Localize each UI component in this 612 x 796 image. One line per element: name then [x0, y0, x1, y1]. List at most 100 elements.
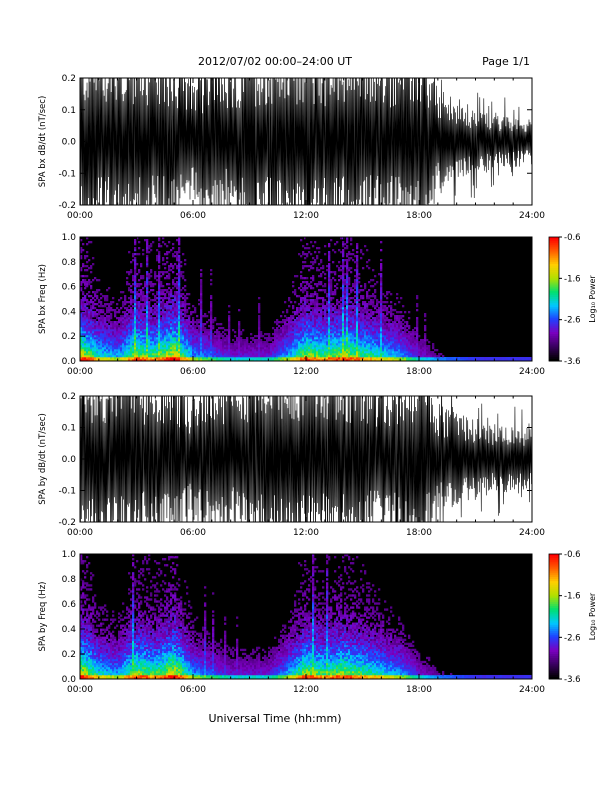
- spectrogram-cell: [174, 303, 176, 305]
- spectrogram-cell: [198, 351, 200, 353]
- spectrogram-cell: [188, 341, 190, 343]
- spectrogram-cell: [336, 283, 338, 285]
- spectrogram-cell: [164, 353, 166, 355]
- spectrogram-cell: [344, 329, 346, 331]
- spectrogram-cell: [188, 315, 190, 317]
- spectrogram-cell: [208, 337, 210, 339]
- spectrogram-cell: [354, 345, 356, 347]
- spectrogram-cell: [190, 329, 192, 331]
- spectrogram-cell: [134, 297, 136, 299]
- spectrogram-cell: [314, 337, 316, 339]
- spectrogram-cell: [274, 349, 276, 351]
- spectrogram-cell: [214, 347, 216, 349]
- spectrogram-cell: [362, 301, 364, 303]
- spectrogram-cell: [260, 349, 262, 351]
- spectrogram-cell: [330, 285, 332, 287]
- spectrogram-cell: [280, 321, 282, 323]
- spectrogram-cell: [312, 357, 314, 359]
- spectrogram-cell: [210, 353, 212, 355]
- spectrogram-cell: [364, 343, 366, 345]
- spectrogram-cell: [294, 341, 296, 343]
- spectrogram-cell: [172, 323, 174, 325]
- spectrogram-cell: [174, 343, 176, 345]
- spectrogram-cell: [158, 321, 160, 323]
- spectrogram-cell: [130, 335, 132, 337]
- spectrogram-cell: [284, 301, 286, 303]
- spectrogram-cell: [358, 289, 360, 291]
- spectrogram-cell: [364, 309, 366, 311]
- spectrogram-cell: [354, 331, 356, 333]
- spectrogram-cell: [216, 331, 218, 333]
- spectrogram-cell: [88, 317, 90, 319]
- spectrogram-cell: [370, 323, 372, 325]
- spectrogram-cell: [180, 313, 182, 315]
- spectrogram-cell: [368, 355, 370, 357]
- spectrogram-cell: [368, 259, 370, 261]
- spectrogram-cell: [140, 297, 142, 299]
- spectrogram-cell: [390, 325, 392, 327]
- spectrogram-cell: [380, 353, 382, 355]
- spectrogram-cell: [338, 343, 340, 345]
- spectrogram-cell: [144, 295, 146, 297]
- spectrogram-cell: [276, 343, 278, 345]
- spectrogram-cell: [386, 319, 388, 321]
- spectrogram-cell: [102, 345, 104, 347]
- spectrogram-cell: [396, 341, 398, 343]
- spectrogram-cell: [124, 353, 126, 355]
- spectrogram-cell: [172, 287, 174, 289]
- spectrogram-cell: [232, 339, 234, 341]
- spectrogram-cell: [94, 333, 96, 335]
- spectrogram-cell: [148, 325, 150, 327]
- spectrogram-cell: [328, 295, 330, 297]
- spectrogram-cell: [348, 293, 350, 295]
- spectrogram-cell: [160, 303, 162, 305]
- spectrogram-cell: [358, 323, 360, 325]
- spectrogram-cell: [174, 297, 176, 299]
- spectrogram-cell: [348, 283, 350, 285]
- spectrogram-cell: [138, 333, 140, 335]
- spectrogram-cell: [314, 301, 316, 303]
- spectrogram-cell: [154, 339, 156, 341]
- spectrogram-cell: [288, 341, 290, 343]
- spectrogram-cell: [250, 351, 252, 353]
- spectrogram-cell: [210, 345, 212, 347]
- spectrogram-cell: [348, 281, 350, 283]
- spectrogram-cell: [166, 291, 168, 293]
- spectrogram-cell: [328, 315, 330, 317]
- spectrogram-cell: [90, 353, 92, 355]
- spectrogram-cell: [200, 337, 202, 339]
- spectrogram-cell: [366, 355, 368, 357]
- spectrogram-cell: [268, 353, 270, 355]
- spectrogram-cell: [394, 337, 396, 339]
- spectrogram-cell: [348, 311, 350, 313]
- spectrogram-cell: [176, 333, 178, 335]
- spectrogram-cell: [242, 349, 244, 351]
- spectrogram-cell: [304, 309, 306, 311]
- spectrogram-cell: [330, 337, 332, 339]
- spectrogram-cell: [162, 353, 164, 355]
- spectrogram-cell: [204, 339, 206, 341]
- spectrogram-cell: [342, 307, 344, 309]
- spectrogram-cell: [352, 249, 354, 251]
- spectrogram-cell: [168, 321, 170, 323]
- spectrogram-cell: [90, 241, 92, 243]
- spectrogram-cell: [404, 343, 406, 345]
- spectrogram-cell: [148, 337, 150, 339]
- spectrogram-cell: [300, 319, 302, 321]
- spectrogram-cell: [304, 313, 306, 315]
- spectrogram-cell: [178, 281, 180, 283]
- spectrogram-cell: [266, 343, 268, 345]
- spectrogram-cell: [202, 337, 204, 339]
- spectrogram-cell: [134, 275, 136, 277]
- spectrogram-cell: [84, 357, 86, 359]
- spectrogram-cell: [370, 331, 372, 333]
- spectrogram-cell: [132, 323, 134, 325]
- spectrogram-cell: [380, 265, 382, 267]
- spectrogram-cell: [300, 349, 302, 351]
- spectrogram-cell: [286, 325, 288, 327]
- spectrogram-cell: [344, 279, 346, 281]
- spectrogram-cell: [292, 315, 294, 317]
- spectrogram-cell: [86, 261, 88, 263]
- spectrogram-cell: [198, 337, 200, 339]
- spectrogram-cell: [332, 347, 334, 349]
